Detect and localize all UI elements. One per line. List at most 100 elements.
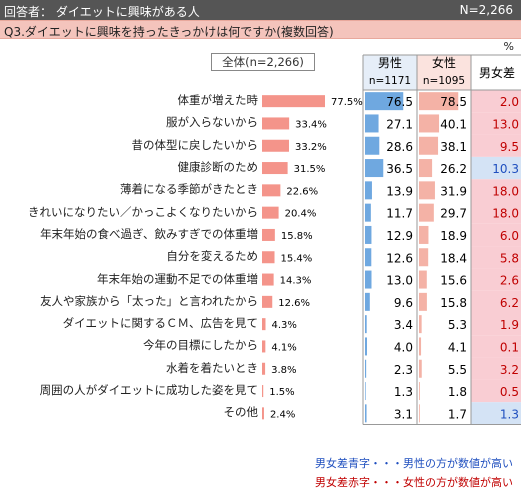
diff-value: 0.1 [500,340,519,354]
overall-bar [262,385,264,398]
overall-bar [262,362,266,375]
overall-value: 1.5% [269,387,294,398]
footnote-blue: 男女差青字・・・男性の方が数値が高い [315,457,513,470]
male-value: 2.3 [394,363,413,377]
diff-cell-bg [471,90,521,113]
female-bar [419,248,429,267]
diff-cell-bg [471,357,521,380]
male-value: 12.9 [386,229,413,243]
male-value: 13.9 [386,184,413,198]
female-value: 26.2 [440,162,467,176]
diff-cell-bg [471,313,521,336]
sample-size: N=2,266 [459,3,513,17]
male-bar [365,382,366,401]
diff-value: 2.0 [500,95,519,109]
male-bar [365,292,370,311]
male-value: 76.5 [386,95,413,109]
male-bar [365,136,380,155]
diff-value: 18.0 [492,207,519,221]
female-bar [419,225,429,244]
diff-cell-bg [471,290,521,313]
female-bar [419,382,420,401]
category-label: 薄着になる季節がきたとき [120,182,258,197]
female-bar [419,203,434,222]
overall-bar [262,95,325,108]
category-label: 服が入らないから [166,115,258,130]
female-value: 18.9 [440,229,467,243]
male-bar [365,225,372,244]
overall-value: 3.8% [271,365,296,376]
female-value: 5.3 [448,318,467,332]
unit-label: % [503,40,514,53]
category-label: その他 [223,405,259,420]
female-header: 女性 [432,55,456,70]
diff-value: 2.6 [500,274,519,288]
overall-bar [262,251,275,264]
category-label: きれいになりたい／かっこよくなりたいから [28,204,258,219]
female-value: 5.5 [448,363,467,377]
male-bar [365,404,367,423]
male-value: 28.6 [386,140,413,154]
male-bar [365,248,372,267]
male-bar [365,181,372,200]
overall-bar [262,318,266,331]
male-value: 3.1 [394,407,413,421]
header-bar: 回答者： ダイエットに興味がある人 N=2,266 [0,0,521,20]
total-label: 全体(n=2,266) [211,53,315,71]
female-bar [419,92,459,111]
overall-value: 14.3% [280,276,312,287]
diff-value: 10.3 [492,162,519,176]
overall-bar [262,139,289,152]
male-bar [365,270,372,289]
female-value: 78.5 [440,95,467,109]
male-value: 27.1 [386,117,413,131]
diff-value: 13.0 [492,117,519,131]
male-header-bg [363,55,417,90]
male-value: 1.3 [394,385,413,399]
female-value: 15.8 [440,296,467,310]
male-bar [365,203,371,222]
male-header: 男性 [378,56,402,70]
diff-cell-bg [471,201,521,224]
category-label: 年末年始の運動不足での体重増 [97,271,258,286]
diff-value: 0.5 [500,385,519,399]
male-value: 12.6 [386,251,413,265]
female-value: 29.7 [440,207,467,221]
overall-value: 33.4% [295,119,327,130]
category-label: 年末年始の食べ過ぎ、飲みすぎでの体重増 [40,226,258,241]
female-bar [419,315,422,334]
diff-cell-bg [471,246,521,269]
diff-value: 3.2 [500,363,519,377]
male-value: 4.0 [394,340,413,354]
overall-bar [262,273,274,286]
overall-value: 15.8% [281,231,313,242]
overall-value: 33.2% [295,142,327,153]
overall-value: 4.1% [271,342,296,353]
diff-value: 6.0 [500,229,519,243]
male-bar [365,315,367,334]
respondents-label: 回答者： ダイエットに興味がある人 [4,5,200,19]
male-value: 36.5 [386,162,413,176]
diff-cell-bg [471,179,521,202]
diff-cell-bg [471,134,521,157]
overall-bar [262,184,281,197]
male-bar [365,92,404,111]
diff-cell-bg [471,223,521,247]
female-bar [419,114,440,133]
male-bar [365,359,367,378]
female-value: 15.6 [440,274,467,288]
female-value: 31.9 [440,184,467,198]
female-bar [419,181,435,200]
female-n: n=1095 [423,75,465,87]
overall-value: 15.4% [281,253,313,264]
overall-value: 20.4% [285,209,317,220]
male-bar [365,159,384,178]
diff-cell-bg [471,335,521,358]
overall-bar [262,407,264,420]
overall-bar [262,206,279,219]
female-bar [419,270,427,289]
diff-header: 男女差 [479,65,515,80]
diff-cell-bg [471,379,521,403]
female-bar [419,404,420,423]
